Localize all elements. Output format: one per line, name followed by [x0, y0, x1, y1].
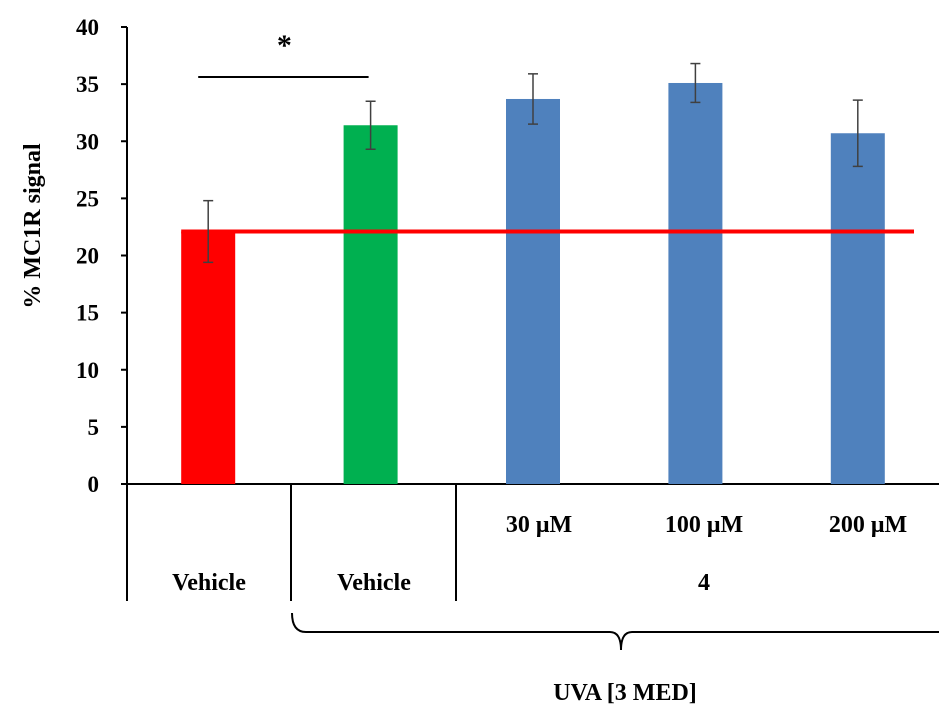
significance-star: * — [277, 29, 292, 62]
row-label-vehicle-control: Vehicle — [172, 570, 246, 596]
bar-1 — [343, 125, 398, 484]
y-tick-label: 5 — [88, 415, 100, 440]
y-tick-label: 25 — [76, 186, 99, 211]
y-tick-label: 30 — [76, 129, 99, 154]
y-tick-label: 10 — [76, 358, 99, 383]
category-table: 30 μM 100 μM 200 μM Vehicle Vehicle 4 — [126, 484, 907, 601]
y-tick-label: 35 — [76, 72, 99, 97]
concentration-label-30: 30 μM — [506, 512, 572, 538]
y-tick-label: 15 — [76, 301, 99, 326]
error-bars — [203, 62, 863, 264]
bar-3 — [668, 82, 723, 485]
y-tick-label: 0 — [88, 472, 100, 497]
bracket-shape — [291, 612, 939, 651]
uva-bracket: UVA [3 MED] — [291, 612, 939, 706]
concentration-label-200: 200 μM — [829, 512, 907, 538]
y-tick-label: 20 — [76, 244, 99, 269]
significance-annotation: * — [198, 29, 369, 78]
bracket-label: UVA [3 MED] — [553, 680, 697, 706]
y-axis-title: % MC1R signal — [20, 143, 46, 309]
y-tick-label: 40 — [76, 15, 99, 40]
bars — [181, 82, 885, 485]
concentration-label-100: 100 μM — [665, 512, 743, 538]
row-label-compound: 4 — [698, 570, 710, 596]
bar-0 — [181, 231, 236, 484]
bar-2 — [506, 98, 560, 484]
row-label-vehicle-uva: Vehicle — [337, 570, 411, 596]
bar-4 — [830, 133, 885, 484]
